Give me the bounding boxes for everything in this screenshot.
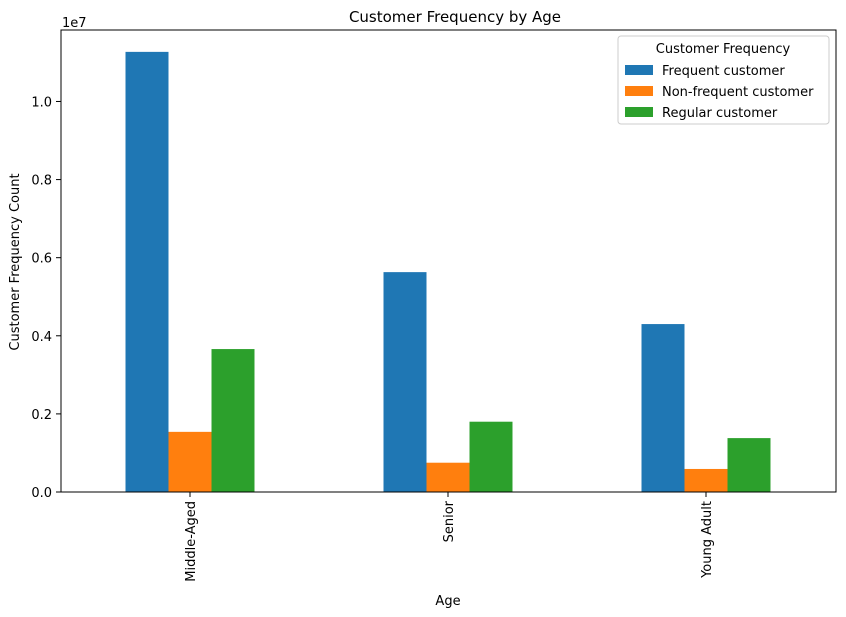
bar [125,51,169,493]
y-tick-label: 0.0 [31,486,52,501]
y-tick-label: 0.6 [31,252,52,267]
x-axis-ticks: Middle-Aged Senior Young Adult [184,492,715,582]
x-tick-label: Young Adult [700,501,715,579]
bar [727,438,771,492]
y-axis-offset-label: 1e7 [62,16,87,31]
plot-frame [60,29,837,493]
legend-swatch [625,107,653,117]
x-tick-label: Senior [442,500,457,542]
y-tick-label: 0.2 [31,408,52,423]
bar [211,349,255,492]
bar [469,421,513,492]
x-axis-title: Age [435,594,460,609]
bar [426,462,470,492]
y-tick-label: 0.4 [31,330,52,345]
legend-title: Customer Frequency [656,42,791,57]
legend-frame [617,35,830,125]
bar [684,468,728,492]
bar [168,431,212,492]
bar [641,324,685,492]
legend: Customer Frequency Frequent customer Non-… [617,35,830,125]
legend-swatch [625,86,653,96]
bar [383,272,427,492]
legend-entry-label: Frequent customer [662,64,785,79]
y-axis-ticks: 0.0 0.2 0.4 0.6 0.8 1.0 [31,95,61,501]
chart-title: Customer Frequency by Age [349,8,561,26]
y-tick-label: 0.8 [31,174,52,189]
x-tick-label: Middle-Aged [184,501,199,582]
y-tick-label: 1.0 [31,95,52,110]
legend-swatch [625,65,653,75]
legend-entry-label: Non-frequent customer [662,85,814,100]
legend-entry-label: Regular customer [662,106,778,121]
bar-series [125,51,771,493]
y-axis-title: Customer Frequency Count [8,173,23,350]
